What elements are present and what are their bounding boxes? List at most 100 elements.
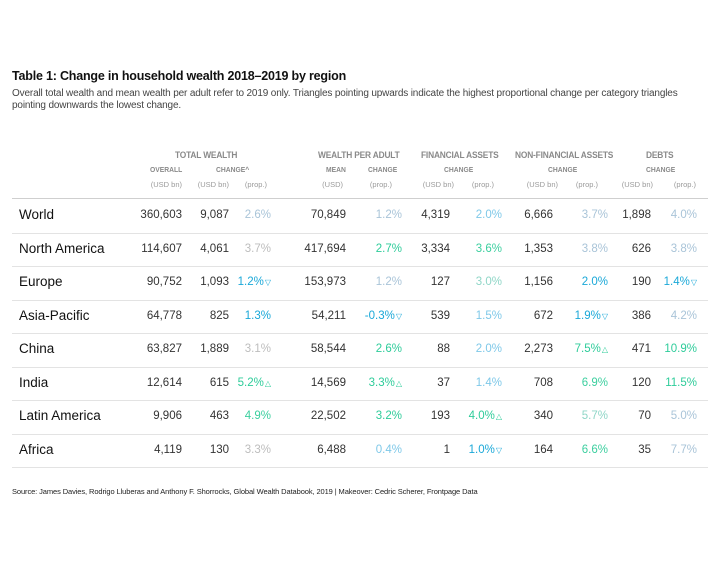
cell-debts: 1,898 [622,209,651,221]
row-region-label: Latin America [19,408,101,423]
cell-value: 3.6% [475,242,502,255]
cell-mean-prop: 2.7% [376,243,402,255]
cell-value: 2.6% [244,209,271,221]
cell-change: 9,087 [200,209,229,221]
cell-value: 1.3% [244,309,271,322]
cell-change: 130 [209,443,229,456]
row-divider [12,266,708,267]
subheader-change-debts: CHANGE [646,165,676,174]
cell-nonfin: 1,156 [524,276,553,288]
cell-fin-prop: 1.0%▽ [469,444,502,456]
group-header-debts: DEBTS [646,150,674,161]
cell-value: 6.6% [581,443,608,456]
triangle-up-icon: △ [264,378,271,388]
subheader-change-wealth: CHANGE [368,165,398,174]
cell-value: 10.9% [664,343,697,355]
row-divider [12,333,708,334]
cell-debts: 120 [631,376,651,389]
cell-nonfin-prop: 2.0% [582,276,608,288]
cell-overall: 64,778 [146,309,182,322]
cell-value: 1.0% [468,443,495,456]
table-row: Asia-Pacific 64,778 825 1.3% 54,211 -0.3%▽ 539… [0,300,720,333]
table-row: World 360,603 9,087 2.6% 70,849 1.2% 4,319 2.0%… [0,199,720,232]
cell-overall: 360,603 [140,209,182,221]
cell-value: 4.0% [468,410,495,422]
table-row: Africa 4,119 130 3.3% 6,488 0.4% 1 1.0%▽ 164 6.6%… [0,434,720,467]
cell-value: 3.8% [670,242,697,255]
group-header-financial-assets: FINANCIAL ASSETS [421,150,499,161]
unit-mean-prop: (prop.) [369,180,392,189]
cell-overall: 4,119 [154,443,182,456]
cell-debts-prop: 3.8% [671,243,697,255]
row-divider [12,366,708,368]
table-row: India 12,614 615 5.2%△ 14,569 3.3%△ 37 1.4% 708 6… [0,367,720,400]
cell-fin: 88 [437,343,450,355]
cell-debts-prop: 4.2% [671,310,697,322]
cell-mean-prop: 2.6% [376,343,402,355]
cell-value: 3.7% [244,242,271,255]
cell-change: 1,093 [200,276,229,288]
table-row: China 63,827 1,889 3.1% 58,544 2.6% 88 2.0% 2,27… [0,333,720,366]
cell-value: 3.8% [581,242,608,255]
unit-nonfin-prop: (prop.) [575,180,598,189]
cell-change: 825 [209,309,229,322]
cell-value: 4.0% [670,209,697,221]
cell-value: 1.4% [663,276,690,288]
triangle-down-icon: ▽ [264,278,271,287]
row-divider [12,400,708,401]
cell-nonfin: 340 [533,410,553,422]
unit-debts-prop: (prop.) [673,180,696,189]
cell-value: 4.2% [670,309,697,322]
cell-change-prop: 1.2%▽ [238,276,271,288]
cell-mean-prop: 1.2% [376,209,402,221]
unit-overall: (USD bn) [150,180,182,189]
cell-overall: 12,614 [146,376,182,389]
cell-nonfin-prop: 5.7% [582,410,608,422]
cell-debts: 626 [631,242,651,255]
cell-mean: 58,544 [310,343,346,355]
cell-value: 11.5% [665,376,697,389]
row-divider [12,232,708,234]
cell-nonfin-prop: 6.6% [582,444,608,456]
cell-mean-prop: 3.3%△ [369,377,402,389]
unit-change-prop: (prop.) [244,180,267,189]
cell-nonfin: 6,666 [524,209,553,221]
cell-value: 3.2% [375,410,402,422]
cell-change: 1,889 [200,343,229,355]
cell-fin: 1 [443,443,450,456]
cell-value: 1.2% [237,276,264,288]
cell-fin: 539 [430,309,450,322]
unit-mean: (USD) [322,180,343,189]
subheader-change-total: CHANGE^ [216,165,250,174]
cell-change: 615 [209,376,229,389]
triangle-up-icon: △ [495,412,502,421]
cell-value: 1.2% [375,209,402,221]
unit-fin-prop: (prop.) [471,180,494,189]
cell-nonfin: 164 [533,443,553,456]
cell-overall: 9,906 [153,410,182,422]
cell-fin: 127 [430,276,450,288]
cell-nonfin-prop: 6.9% [582,377,608,389]
cell-value: 3.3% [368,376,395,389]
row-region-label: China [19,341,55,356]
cell-debts-prop: 5.0% [671,410,697,422]
triangle-down-icon: ▽ [601,311,608,321]
cell-fin: 193 [430,410,450,422]
subheader-change-nonfinancial: CHANGE [548,165,578,174]
cell-fin-prop: 2.0% [476,343,502,355]
cell-fin-prop: 1.4% [476,377,502,389]
triangle-down-icon: ▽ [395,311,402,321]
table-row: Europe 90,752 1,093 1.2%▽ 153,973 1.2% 127 3.0%… [0,266,720,299]
cell-change-prop: 4.9% [245,410,271,422]
cell-change: 4,061 [200,242,229,255]
cell-mean-prop: -0.3%▽ [365,310,402,322]
subheader-overall: OVERALL [150,165,183,174]
cell-mean-prop: 3.2% [376,410,402,422]
table-title: Table 1: Change in household wealth 2018… [12,69,347,83]
triangle-up-icon: △ [395,378,402,388]
cell-mean: 54,211 [311,309,346,322]
row-region-label: India [19,374,49,390]
table-row: Latin America 9,906 463 4.9% 22,502 3.2% 193 4.… [0,400,720,433]
cell-value: 7.7% [670,443,697,456]
header-divider [12,198,708,199]
